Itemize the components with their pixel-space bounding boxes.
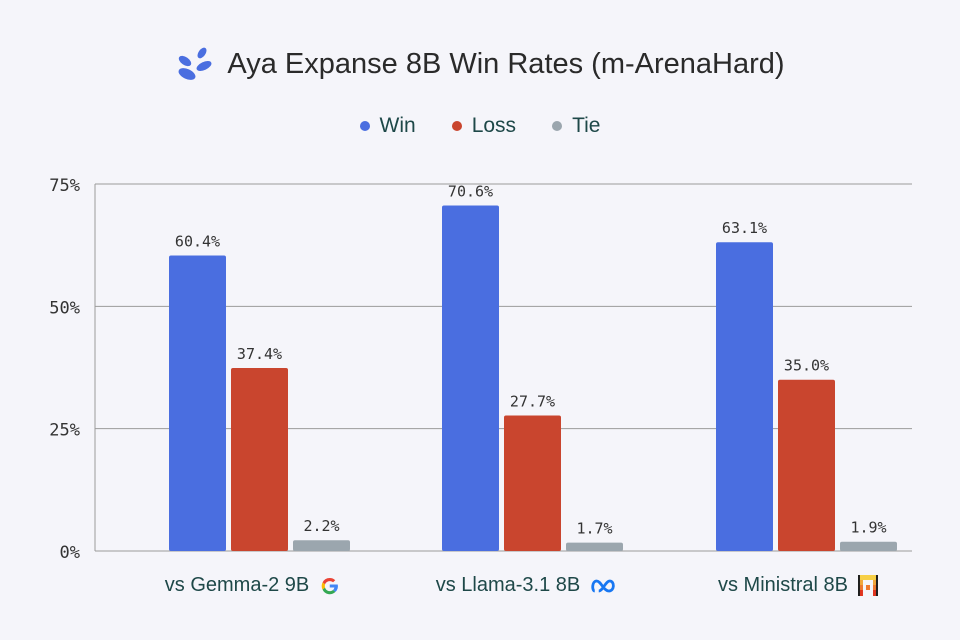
bar-tie — [566, 542, 623, 551]
data-label: 27.7% — [510, 392, 555, 410]
x-label-llama: vs Llama-3.1 8B — [436, 574, 621, 597]
y-tick-label: 0% — [60, 543, 80, 563]
data-label: 70.6% — [448, 183, 493, 201]
chart-title-text: Aya Expanse 8B Win Rates (m-ArenaHard) — [227, 47, 785, 80]
legend-label: Win — [379, 114, 416, 137]
data-label: 2.2% — [303, 517, 339, 535]
category-label: vs Ministral 8B — [717, 574, 849, 596]
bar-win — [442, 205, 499, 551]
bar-win — [716, 242, 773, 552]
win-dot-icon — [359, 121, 370, 131]
data-label: 1.7% — [576, 520, 612, 538]
bar-loss — [778, 379, 835, 551]
y-tick-label: 50% — [49, 298, 80, 318]
legend-win: Win — [359, 114, 416, 138]
google-logo-icon — [322, 577, 339, 594]
data-label: 1.9% — [850, 519, 886, 537]
bar-win — [169, 255, 226, 551]
legend-loss: Loss — [451, 114, 517, 138]
legend: Win Loss Tie — [0, 114, 960, 138]
meta-logo-icon — [590, 579, 615, 592]
y-tick-label: 75% — [49, 176, 80, 196]
legend-tie: Tie — [552, 114, 600, 138]
bar-loss — [231, 367, 288, 551]
aya-leaf-logo-icon — [178, 47, 212, 80]
bar-tie — [293, 540, 350, 551]
category-label: vs Gemma-2 9B — [164, 574, 310, 596]
legend-label: Loss — [471, 114, 517, 137]
tie-dot-icon — [552, 121, 563, 131]
y-tick-label: 25% — [49, 421, 80, 441]
mistral-logo-icon — [858, 574, 879, 596]
data-label: 35.0% — [784, 357, 829, 375]
category-label: vs Llama-3.1 8B — [435, 574, 581, 596]
bar-loss — [504, 415, 561, 551]
x-label-gemma: vs Gemma-2 9B — [165, 574, 341, 597]
data-label: 60.4% — [175, 232, 220, 250]
x-label-ministral: vs Ministral 8B — [717, 574, 879, 597]
chart-title: Aya Expanse 8B Win Rates (m-ArenaHard) — [0, 44, 960, 84]
data-label: 37.4% — [237, 345, 282, 363]
data-label: 63.1% — [722, 219, 767, 237]
legend-label: Tie — [572, 114, 601, 137]
bar-tie — [840, 541, 897, 551]
loss-dot-icon — [451, 121, 462, 131]
